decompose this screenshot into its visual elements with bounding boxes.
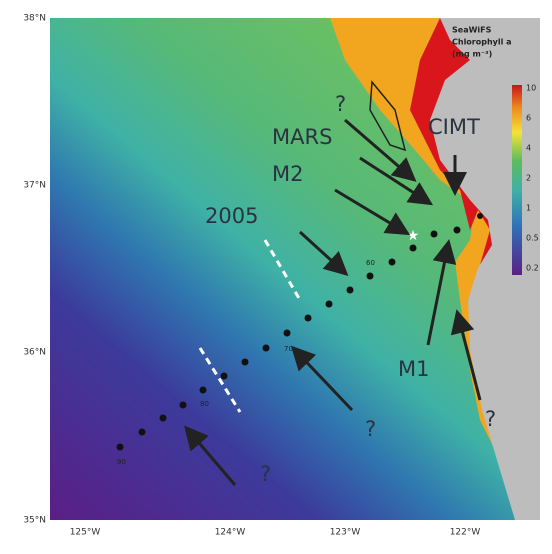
colorbar-title: Chlorophyll a: [452, 38, 512, 47]
colorbar-tick: 4: [526, 144, 531, 153]
station: [389, 259, 396, 266]
station: [117, 444, 124, 451]
lon-label: 122°W: [450, 528, 481, 538]
map: ★ 38°N 37°N 36°N 35°N 125°W 124°W 123°W 122°W Se…: [0, 0, 552, 550]
lat-label: 37°N: [23, 181, 46, 191]
station: [160, 415, 167, 422]
colorbar-tick: 1: [526, 204, 531, 213]
station: [410, 245, 417, 252]
annotation: M2: [272, 162, 303, 186]
annotation: MARS: [272, 125, 332, 149]
colorbar-title: (mg m⁻³): [452, 50, 492, 59]
colorbar-title: SeaWiFS: [452, 26, 492, 35]
colorbar-tick: 2: [526, 174, 531, 183]
station: [431, 231, 438, 238]
station: [326, 301, 333, 308]
station-label: 70: [284, 345, 293, 353]
annotation: CIMT: [428, 115, 480, 139]
annotation: ?: [335, 92, 346, 116]
station: [263, 345, 270, 352]
station: [221, 373, 228, 380]
station: [347, 287, 354, 294]
station: [367, 273, 374, 280]
lat-label: 38°N: [23, 14, 46, 24]
lon-label: 123°W: [330, 528, 361, 538]
colorbar: [512, 85, 522, 275]
annotation: ?: [365, 417, 376, 441]
station: [180, 402, 187, 409]
colorbar-tick: 10: [526, 84, 536, 93]
station-label: 80: [200, 400, 209, 408]
station-label: 60: [366, 259, 375, 267]
lon-label: 124°W: [215, 528, 246, 538]
m2-star: ★: [407, 228, 420, 244]
lat-label: 35°N: [23, 516, 46, 526]
annotation: 2005: [205, 204, 258, 228]
annotation: ?: [260, 462, 271, 486]
station: [454, 227, 461, 234]
annotation: ?: [485, 407, 496, 431]
station: [139, 429, 146, 436]
station-label: 90: [117, 458, 126, 466]
station: [200, 387, 207, 394]
lat-label: 36°N: [23, 348, 46, 358]
lon-label: 125°W: [70, 528, 101, 538]
station: [284, 330, 291, 337]
colorbar-tick: 0.2: [526, 264, 539, 273]
station: [477, 213, 483, 219]
station: [305, 315, 312, 322]
colorbar-tick: 6: [526, 114, 531, 123]
colorbar-tick: 0.5: [526, 234, 539, 243]
station: [242, 359, 249, 366]
annotation: M1: [398, 357, 429, 381]
